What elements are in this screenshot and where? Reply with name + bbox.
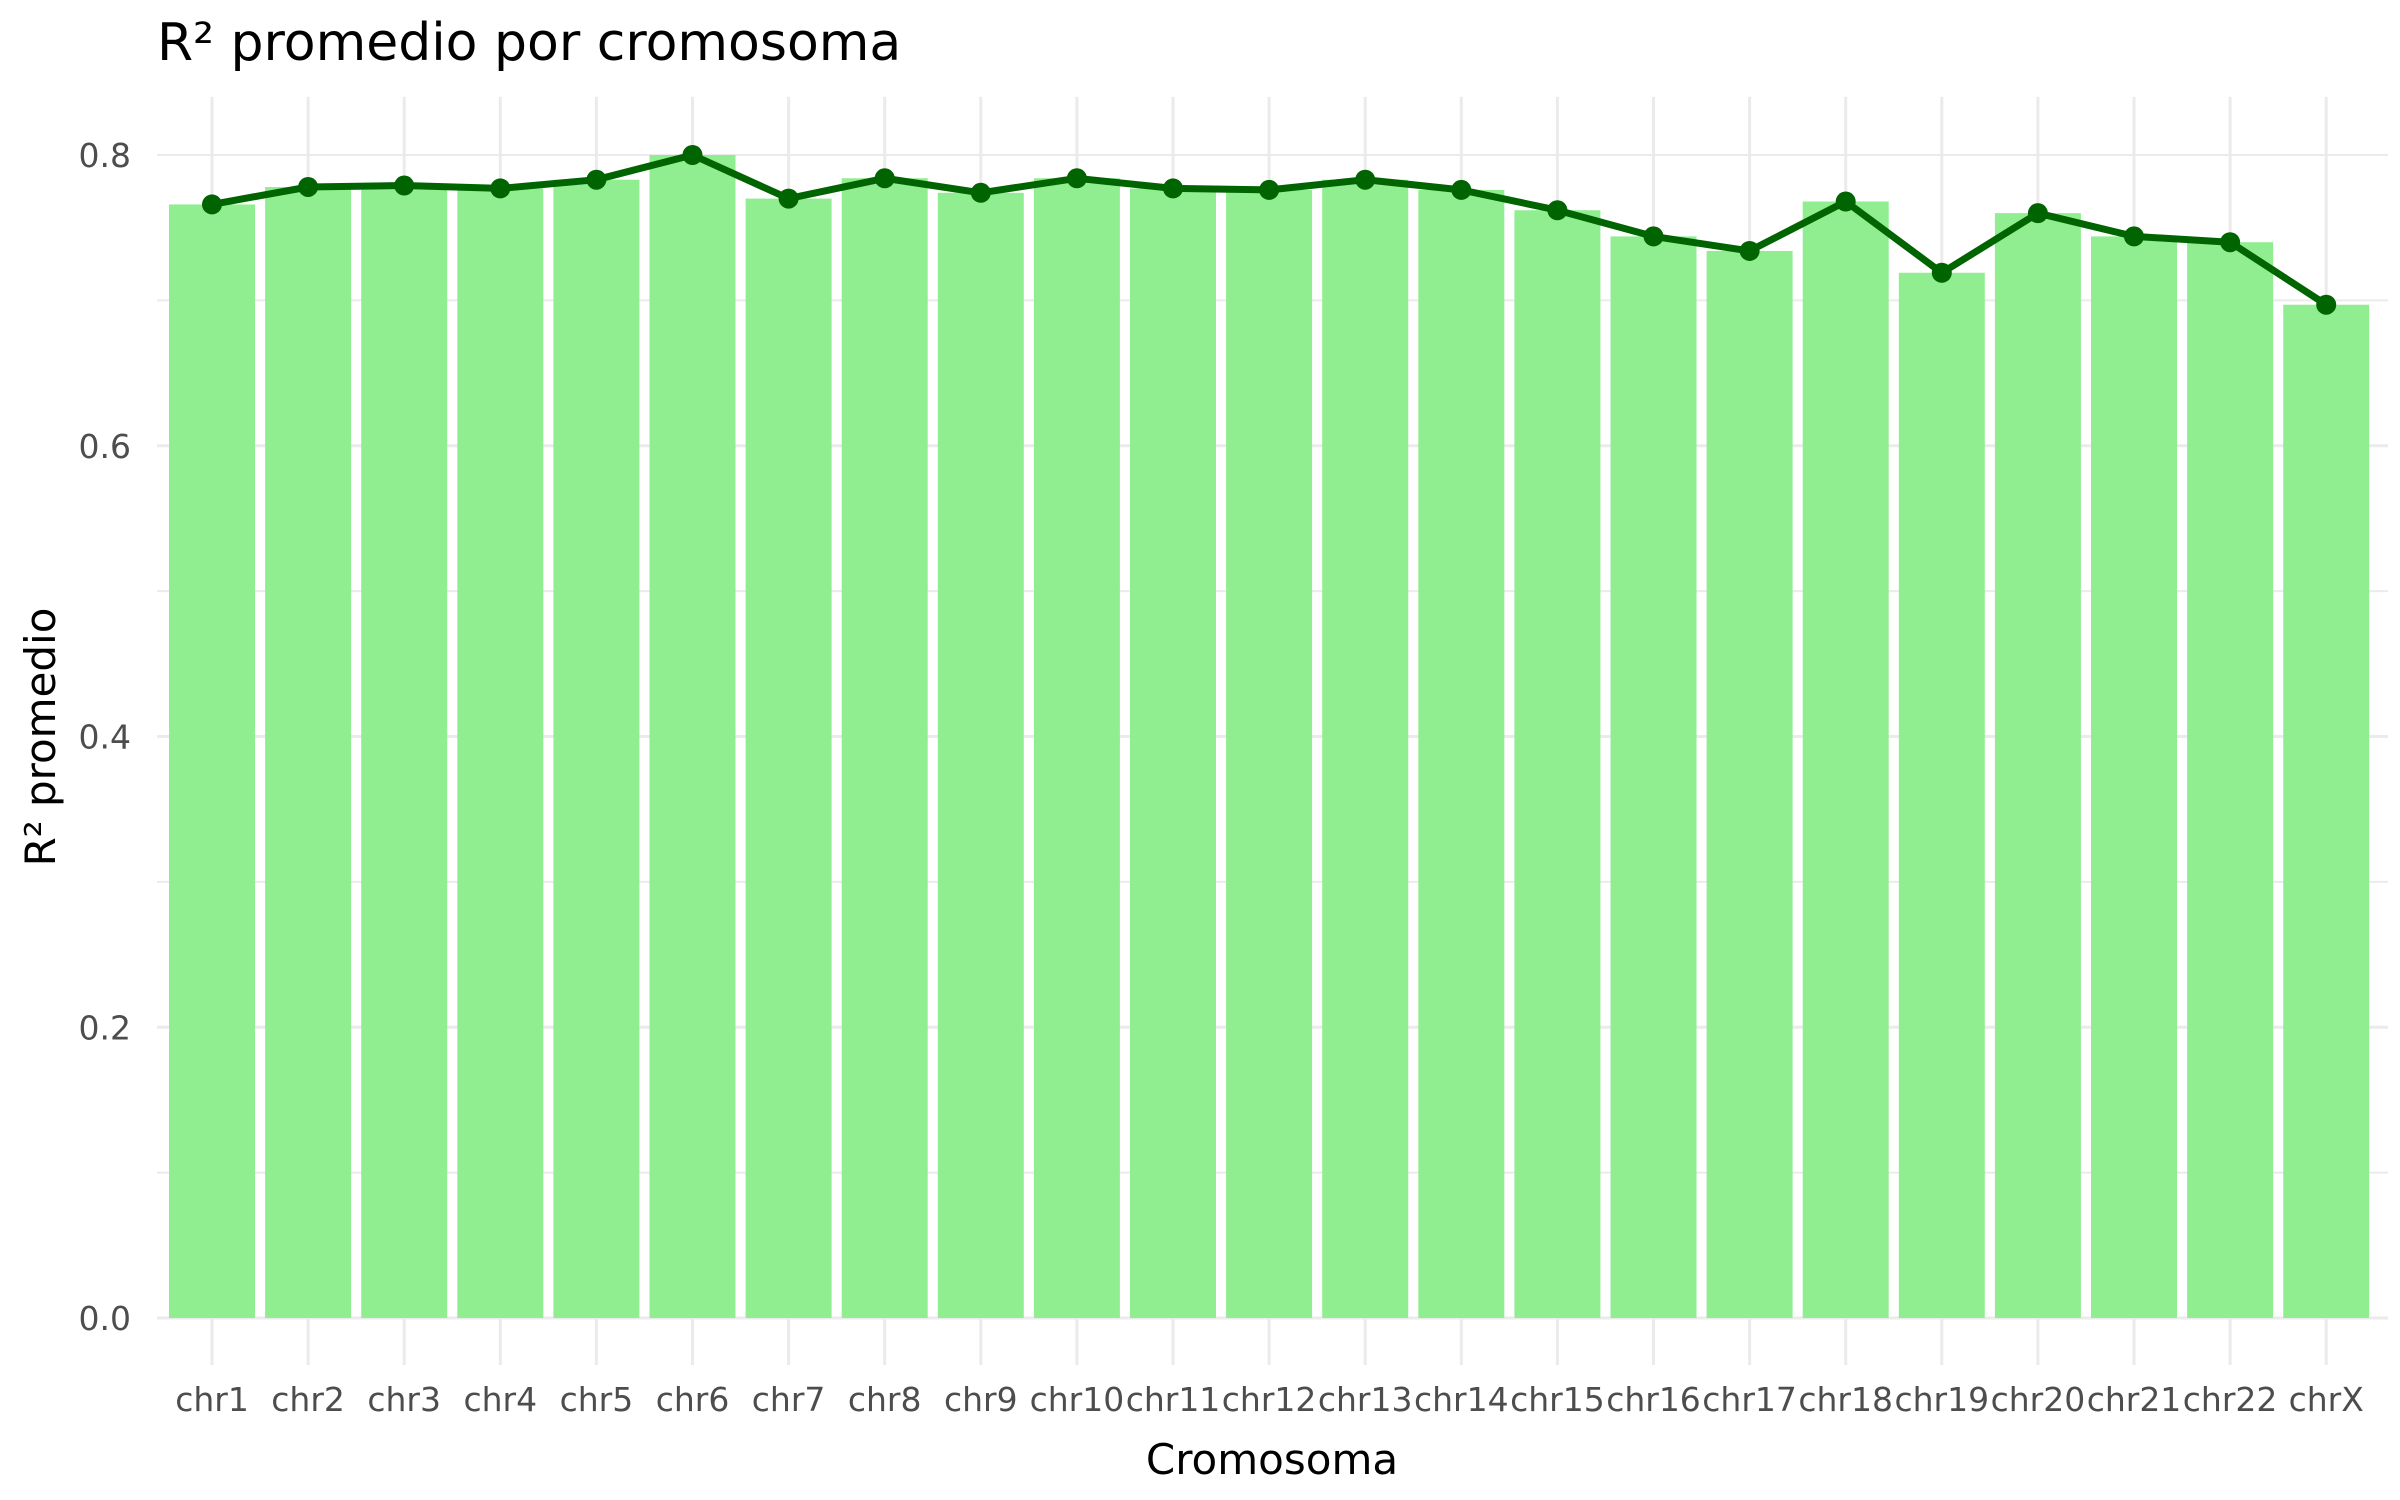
bar-chr1: [169, 204, 255, 1319]
point-chr15: [1547, 200, 1568, 221]
bar-chr12: [1226, 189, 1313, 1318]
x-tick-label: chr15: [1510, 1380, 1605, 1419]
x-tick-label: chr7: [752, 1380, 826, 1419]
bar-chr19: [1898, 272, 1985, 1318]
bar-chr17: [1706, 250, 1793, 1318]
bar-chr13: [1322, 179, 1409, 1318]
point-chr5: [586, 169, 607, 190]
bar-chr15: [1514, 210, 1601, 1319]
x-tick-label: chr6: [656, 1380, 730, 1419]
bar-chr8: [841, 178, 928, 1318]
x-tick-label: chr14: [1414, 1380, 1509, 1419]
x-tick-label: chr8: [848, 1380, 922, 1419]
x-tick-label: chr2: [271, 1380, 345, 1419]
chart-title: R² promedio por cromosoma: [157, 13, 901, 73]
point-chr19: [1931, 262, 1952, 283]
point-chr8: [874, 168, 895, 189]
point-chr6: [682, 145, 703, 165]
point-chr17: [1739, 240, 1760, 261]
bar-chr4: [457, 188, 544, 1318]
bar-chr9: [937, 192, 1024, 1319]
x-tick-label: chr4: [463, 1380, 537, 1419]
x-tick-label: chr1: [175, 1380, 249, 1419]
bar-chr2: [265, 186, 352, 1318]
bar-chr3: [361, 185, 448, 1318]
y-tick-label: 0.8: [79, 136, 131, 175]
x-axis-title: Cromosoma: [1146, 1435, 1398, 1484]
x-tick-label: chr13: [1318, 1380, 1413, 1419]
bar-chr10: [1033, 178, 1120, 1318]
point-chr9: [970, 182, 991, 203]
x-tick-label: chr22: [2183, 1380, 2278, 1419]
bar-chrX: [2283, 304, 2370, 1319]
bar-chr7: [745, 198, 832, 1318]
bar-chr14: [1418, 189, 1505, 1318]
data-points: [202, 145, 2337, 315]
y-axis-title: R² promedio: [16, 608, 65, 867]
y-tick-label: 0.6: [79, 427, 131, 466]
point-chr3: [394, 175, 415, 196]
point-chr20: [2027, 203, 2048, 224]
x-axis-ticks: chr1 chr2 chr3 chr4 chr5 chr6 chr7 chr8 chr9 chr1…: [175, 1380, 2364, 1419]
y-tick-label: 0.0: [79, 1299, 131, 1338]
bar-chr21: [2091, 236, 2177, 1318]
y-axis-ticks: 0.0 0.2 0.4 0.6 0.8: [79, 136, 131, 1338]
x-tick-label: chrX: [2289, 1380, 2364, 1419]
point-chr10: [1066, 168, 1087, 189]
point-chr4: [490, 178, 511, 199]
x-tick-label: chr21: [2087, 1380, 2182, 1419]
bar-chr5: [553, 179, 640, 1318]
point-chr7: [778, 188, 799, 209]
y-tick-label: 0.2: [79, 1008, 131, 1047]
bar-chr16: [1610, 236, 1697, 1318]
x-tick-label: chr10: [1030, 1380, 1125, 1419]
bar-chr22: [2187, 242, 2274, 1319]
point-chr2: [298, 176, 319, 197]
point-chrX: [2316, 294, 2337, 315]
point-chr22: [2220, 232, 2241, 253]
point-chr16: [1643, 226, 1664, 247]
x-tick-label: chr17: [1702, 1380, 1797, 1419]
point-chr11: [1163, 178, 1183, 199]
x-tick-label: chr20: [1991, 1380, 2086, 1419]
x-tick-label: chr3: [367, 1380, 441, 1419]
point-chr1: [202, 194, 222, 215]
bar-chr18: [1802, 201, 1889, 1318]
x-tick-label: chr12: [1222, 1380, 1317, 1419]
y-tick-label: 0.4: [79, 718, 131, 757]
point-chr13: [1355, 169, 1376, 190]
x-tick-label: chr19: [1894, 1380, 1989, 1419]
bars: [169, 155, 2370, 1319]
x-tick-label: chr9: [944, 1380, 1018, 1419]
point-chr14: [1451, 179, 1472, 200]
bar-chr20: [1994, 213, 2081, 1318]
bar-chr11: [1130, 188, 1216, 1318]
x-tick-label: chr11: [1126, 1380, 1221, 1419]
x-tick-label: chr16: [1606, 1380, 1701, 1419]
point-chr18: [1835, 191, 1856, 212]
point-chr21: [2124, 226, 2144, 247]
x-tick-label: chr5: [560, 1380, 634, 1419]
bar-chr6: [649, 155, 736, 1318]
x-tick-label: chr18: [1798, 1380, 1893, 1419]
point-chr12: [1259, 179, 1280, 200]
